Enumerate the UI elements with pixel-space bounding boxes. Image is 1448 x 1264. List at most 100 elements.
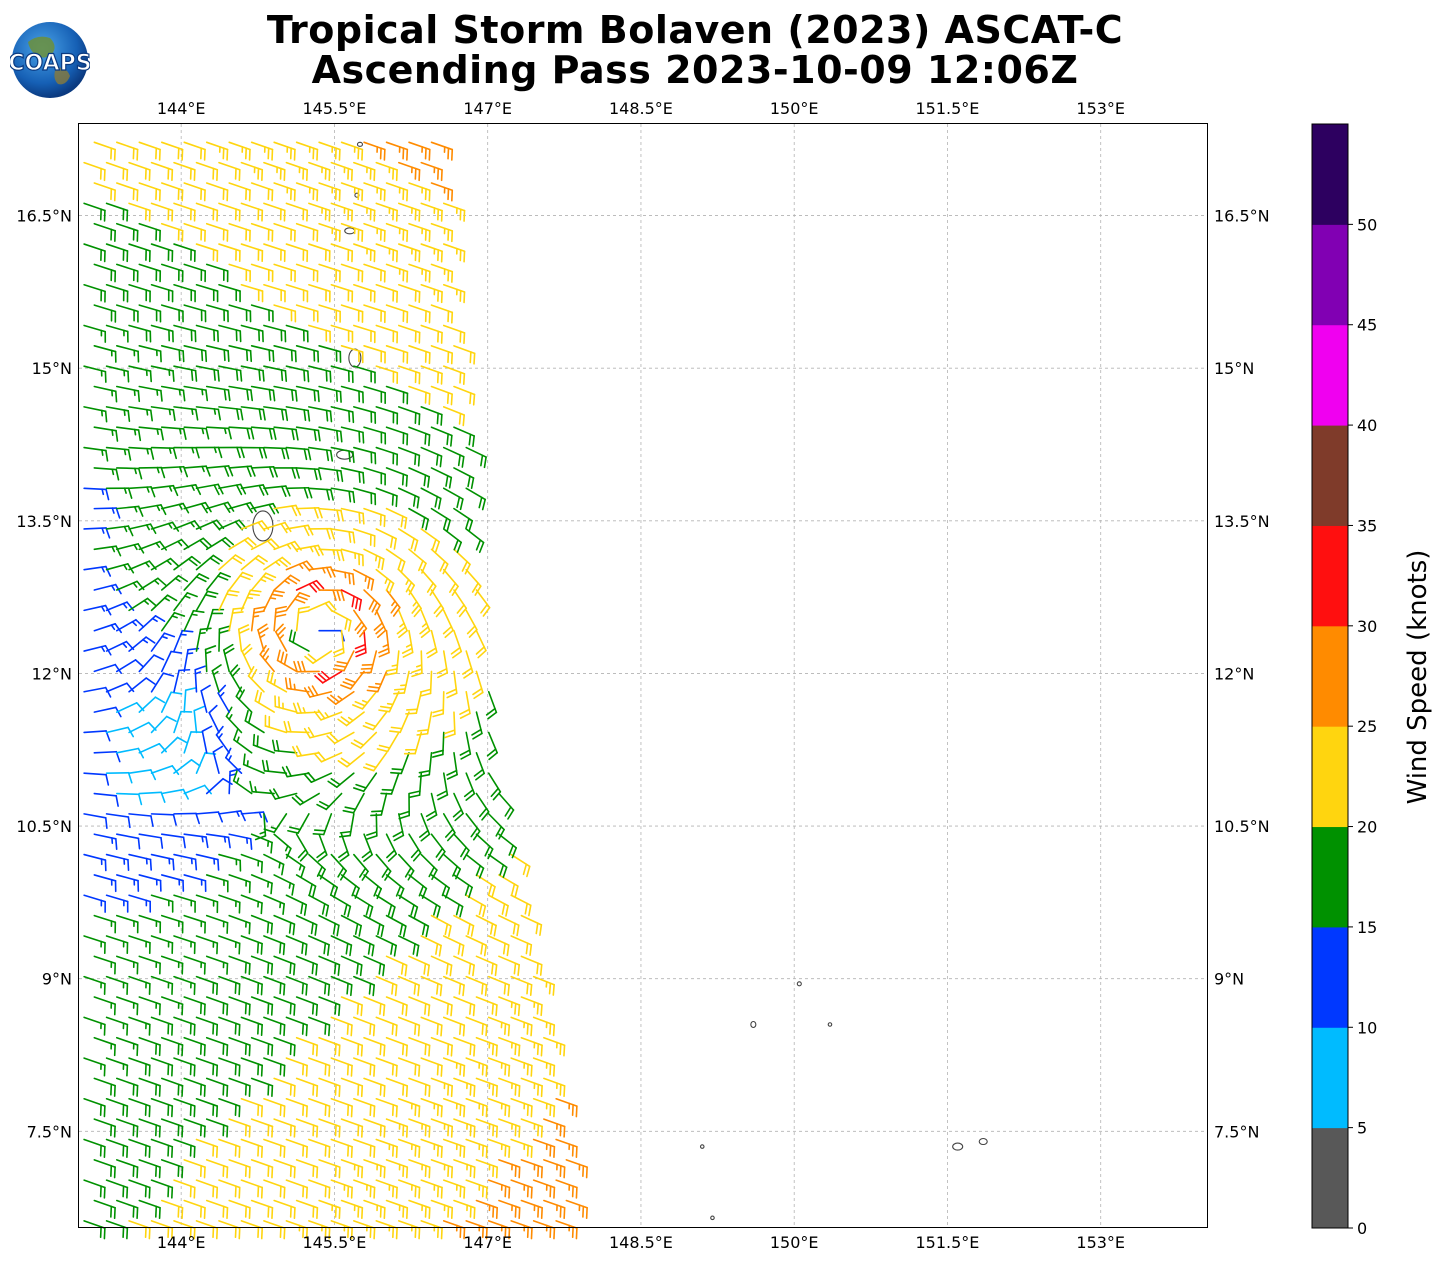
wind-barb [420,1220,443,1240]
wind-barb [183,182,206,202]
wind-barb [128,161,151,182]
wind-barb [453,914,475,937]
wind-barb [228,465,256,478]
wind-barb [465,975,488,997]
wind-barb [308,365,332,383]
wind-barb [498,1199,521,1220]
wind-barb [105,365,130,383]
wind-barb [105,202,129,222]
wind-barb [195,324,219,343]
wind-barb [205,501,235,514]
wind-barb [218,1097,241,1118]
wind-barb [375,406,399,425]
wind-barb [240,406,266,421]
wind-barb [160,788,189,800]
wind-barb [366,670,388,693]
wind-barb [442,813,456,842]
wind-barb [453,548,471,575]
wind-barb [195,483,224,496]
wind-barb [250,833,273,854]
lon-tick-label-bottom: 153°E [1076,1233,1125,1252]
wind-barb [465,1097,488,1118]
colorbar-tick-label: 5 [1357,1119,1367,1138]
colorbar-tick-label: 45 [1357,316,1377,335]
wind-barb [375,894,396,918]
wind-barb [138,263,162,283]
wind-barb [385,345,409,364]
lon-tick-label-top: 148.5°E [609,99,673,118]
wind-barb [128,935,151,955]
wind-barb [442,975,465,997]
wind-barb [397,406,421,426]
wind-barb [442,1016,466,1037]
wind-barb [420,202,443,222]
wind-barb [340,304,364,323]
wind-barb [250,572,277,591]
wind-barb [205,465,234,477]
wind-barb [244,709,265,734]
wind-barb [128,597,157,612]
wind-barb [295,1199,319,1220]
wind-barb [116,874,140,892]
wind-barb [218,324,242,343]
wind-barb [218,1057,241,1077]
wind-barb [138,426,164,441]
wind-barb [295,385,320,403]
wind-barb [173,161,196,182]
wind-barb [228,501,257,514]
wind-barb [150,243,174,263]
wind-barb [128,1138,151,1158]
wind-barb [105,1057,129,1077]
wind-barb [430,263,454,283]
wind-barb [105,894,129,913]
wind-barb [510,894,532,917]
wind-barb [150,557,179,571]
wind-barb [385,1199,409,1220]
wind-barb [430,548,449,575]
wind-barb [218,853,242,872]
wind-barb [128,243,151,263]
wind-barb [274,695,298,713]
wind-barb [420,161,443,182]
wind-barb [318,141,341,161]
wind-barb [303,771,333,784]
wind-barb [430,833,446,861]
wind-barb [250,222,274,242]
wind-barb [273,222,296,242]
wind-barb [375,935,397,957]
wind-barb [510,853,531,878]
wind-barb [436,772,449,801]
wind-barb [487,853,508,878]
wind-barb [340,426,365,444]
wind-barb [543,1118,566,1138]
wind-barb [173,710,193,734]
wind-barb [83,283,106,303]
wind-barb [259,644,275,673]
lon-tick-label-bottom: 145.5°E [302,1233,366,1252]
wind-barb [442,283,466,304]
colorbar-segment [1312,425,1348,526]
wind-barb [416,711,433,736]
wind-barb [408,263,431,283]
wind-barb [116,505,144,517]
wind-barb [105,640,135,652]
wind-barb [330,609,352,632]
wind-barb [228,833,253,850]
wind-barb [150,632,176,652]
wind-barb [138,504,167,516]
wind-barb [330,1097,353,1118]
wind-barb [105,682,135,693]
wind-barb [116,1118,139,1138]
wind-barb [408,772,423,799]
wind-barb [263,1097,286,1118]
wind-barb [218,894,241,914]
wind-barb [326,690,355,705]
wind-barb [475,914,497,937]
wind-barb [93,583,122,595]
wind-barb [330,1179,353,1199]
wind-barb [138,385,163,402]
wind-barb [363,1036,386,1057]
wind-barb [228,1077,251,1097]
wind-barb [465,446,487,469]
wind-barb [173,324,197,343]
